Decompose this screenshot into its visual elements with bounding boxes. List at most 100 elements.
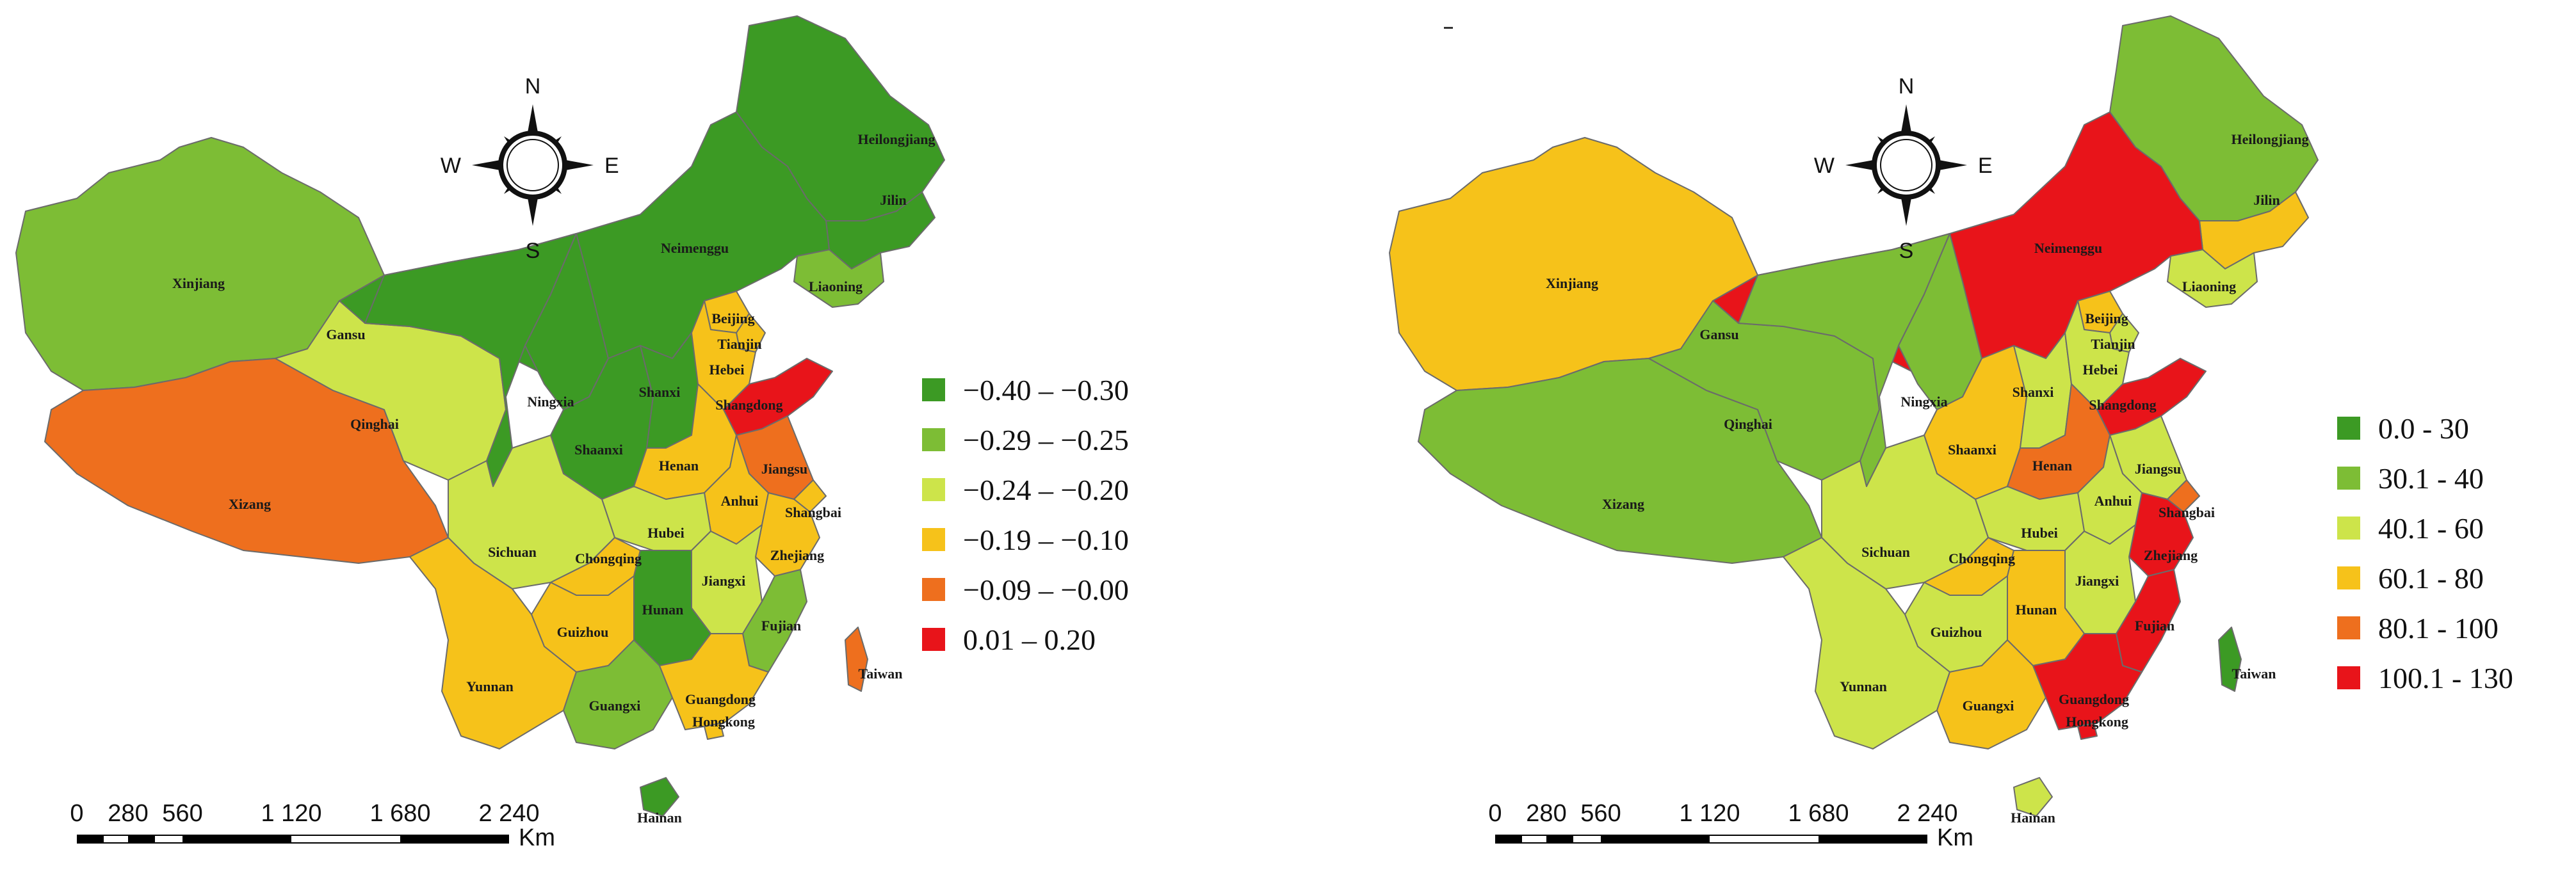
province-label-fujian: Fujian <box>2135 618 2175 634</box>
province-label-jiangxi: Jiangxi <box>2075 573 2119 589</box>
map-panel-right: Xinjiang Xizang Qinghai Gansu Ningxia Sh… <box>1389 0 2576 873</box>
province-label-beijing: Beijing <box>711 310 754 326</box>
province-label-heilongjiang: Heilongjiang <box>857 131 935 147</box>
province-label-shaanxi: Shaanxi <box>574 442 623 458</box>
province-label-jilin: Jilin <box>880 192 907 208</box>
compass-w: W <box>1814 154 1835 178</box>
legend-swatch <box>2337 417 2360 440</box>
legend-label: −0.40 – −0.30 <box>963 373 1129 406</box>
legend-item: 30.1 - 40 <box>2337 453 2513 503</box>
legend-item: −0.09 – −0.00 <box>922 565 1129 614</box>
province-label-jiangsu: Jiangsu <box>761 461 807 477</box>
province-label-yunnan: Yunnan <box>1840 678 1887 694</box>
province-label-jilin: Jilin <box>2253 192 2280 208</box>
legend-swatch <box>2337 666 2360 689</box>
province-label-guangdong: Guangdong <box>2059 691 2129 707</box>
province-xizang <box>1418 358 1822 564</box>
legend-item: 60.1 - 80 <box>2337 553 2513 603</box>
scale-tick: 1 680 <box>369 800 431 827</box>
province-label-neimenggu: Neimenggu <box>2034 240 2102 256</box>
compass-rose: N S W E <box>1814 74 1993 263</box>
province-label-chongqing: Chongqing <box>1948 550 2015 566</box>
scale-tick: 280 <box>108 800 149 827</box>
province-taiwan <box>845 627 868 692</box>
province-label-shaanxi: Shaanxi <box>1948 442 1997 458</box>
legend-swatch <box>2337 616 2360 639</box>
legend-swatch <box>2337 566 2360 589</box>
province-label-hainan: Hainan <box>637 810 682 826</box>
province-yunnan <box>409 537 577 749</box>
scale-bar: 0 280 560 1 120 1 680 2 240 Km <box>70 800 563 858</box>
compass-n: N <box>1899 74 1915 99</box>
province-hainan <box>640 777 679 817</box>
legend-swatch <box>922 628 945 651</box>
province-label-tianjin: Tianjin <box>717 336 761 352</box>
scale-tick: 1 680 <box>1788 800 1849 827</box>
province-label-hebei: Hebei <box>709 362 745 378</box>
province-label-jiangxi: Jiangxi <box>702 573 745 589</box>
scale-tick: 280 <box>1526 800 1567 827</box>
province-label-xinjiang: Xinjiang <box>1546 275 1598 291</box>
map-panel-left: Xinjiang Xizang Qinghai Gansu Ningxia Sh… <box>0 0 1287 873</box>
province-yunnan <box>1783 537 1950 749</box>
province-label-jiangsu: Jiangsu <box>2135 461 2181 477</box>
province-label-heilongjiang: Heilongjiang <box>2231 131 2308 147</box>
compass-e: E <box>604 154 619 178</box>
legend-label: 80.1 - 100 <box>2378 611 2499 645</box>
province-label-hunan: Hunan <box>642 602 684 618</box>
province-labels: Xinjiang Xizang Qinghai Gansu Ningxia Sh… <box>1546 131 2308 826</box>
legend-item: 0.01 – 0.20 <box>922 614 1129 664</box>
province-label-qinghai: Qinghai <box>1724 416 1772 432</box>
legend-item: 80.1 - 100 <box>2337 603 2513 653</box>
province-guangdong <box>659 633 769 730</box>
compass-w: W <box>441 154 461 178</box>
province-gansu <box>364 233 577 487</box>
compass-e: E <box>1978 154 1993 178</box>
province-label-zhejiang: Zhejiang <box>770 547 824 563</box>
province-label-henan: Henan <box>2032 458 2072 474</box>
province-label-qinghai: Qinghai <box>350 416 399 432</box>
legend-label: −0.24 – −0.20 <box>963 473 1129 506</box>
legend-label: −0.29 – −0.25 <box>963 423 1129 456</box>
province-label-beijing: Beijing <box>2085 310 2128 326</box>
province-label-anhui: Anhui <box>2094 493 2132 509</box>
province-label-anhui: Anhui <box>721 493 759 509</box>
legend-item: 0.0 - 30 <box>2337 403 2513 453</box>
legend-label: −0.19 – −0.10 <box>963 523 1129 556</box>
scale-unit: Km <box>519 824 555 851</box>
province-label-guizhou: Guizhou <box>557 624 609 640</box>
province-label-gansu: Gansu <box>1699 326 1738 342</box>
province-liaoning <box>2167 249 2258 308</box>
legend-swatch <box>922 578 945 601</box>
legend-swatch <box>922 528 945 551</box>
legend-swatch <box>922 428 945 451</box>
china-province-map: Xinjiang Xizang Qinghai Gansu Ningxia Sh… <box>1389 15 2319 826</box>
province-label-guangxi: Guangxi <box>589 698 641 714</box>
province-label-fujian: Fujian <box>761 618 801 634</box>
legend-swatch <box>922 478 945 501</box>
legend-label: 40.1 - 60 <box>2378 511 2484 545</box>
province-label-shangdong: Shangdong <box>715 397 782 413</box>
compass-s: S <box>526 239 540 263</box>
province-zhejiang <box>2128 492 2194 577</box>
province-label-xinjiang: Xinjiang <box>172 275 225 291</box>
province-label-xizang: Xizang <box>229 496 271 512</box>
legend-label: 60.1 - 80 <box>2378 561 2484 595</box>
province-label-guizhou: Guizhou <box>1931 624 1982 640</box>
legend: −0.40 – −0.30 −0.29 – −0.25 −0.24 – −0.2… <box>922 365 1129 664</box>
province-label-liaoning: Liaoning <box>809 278 863 294</box>
scale-unit: Km <box>1937 824 1973 851</box>
province-hongkong <box>2077 723 2098 740</box>
province-label-guangdong: Guangdong <box>685 691 756 707</box>
legend-label: −0.09 – −0.00 <box>963 573 1129 606</box>
province-label-taiwan: Taiwan <box>859 666 903 682</box>
province-label-tianjin: Tianjin <box>2091 336 2135 352</box>
province-liaoning <box>793 249 884 308</box>
scale-bar: 0 280 560 1 120 1 680 2 240 Km <box>1488 800 1982 858</box>
legend: 0.0 - 30 30.1 - 40 40.1 - 60 60.1 - 80 8… <box>2337 403 2513 703</box>
province-label-ningxia: Ningxia <box>527 394 574 410</box>
scale-tick: 0 <box>1488 800 1502 827</box>
scale-tick: 560 <box>162 800 203 827</box>
legend-item: 40.1 - 60 <box>2337 503 2513 553</box>
province-label-shangdong: Shangdong <box>2089 397 2156 413</box>
